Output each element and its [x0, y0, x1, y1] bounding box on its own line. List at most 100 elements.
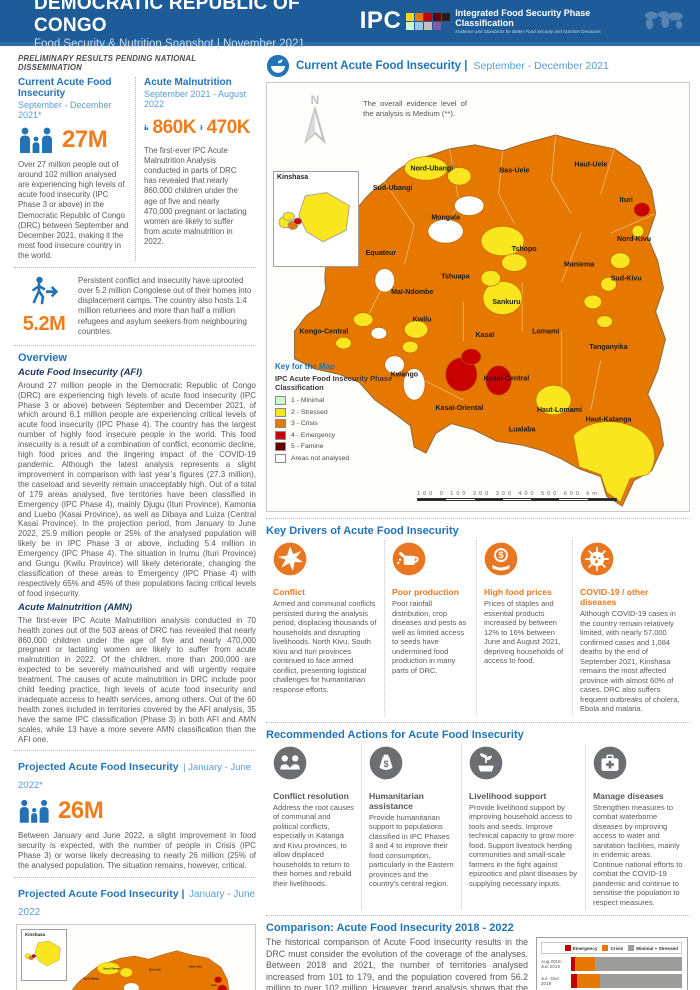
legend-subtitle: IPC Acute Food Insecurity Phase Classifi… [275, 374, 393, 392]
map-legend: Key for the Map IPC Acute Food Insecurit… [275, 362, 405, 465]
livelihood-support-icon [469, 746, 503, 780]
current-afi-stat: Current Acute Food Insecurity September … [14, 77, 135, 261]
province-label: Lualaba [509, 426, 536, 433]
world-map-icon [645, 11, 684, 30]
ipc-afi-badge-icon [266, 54, 290, 78]
displaced-description: Persistent conflict and insecurity have … [78, 276, 252, 336]
bar-segment-crisis [575, 957, 596, 971]
province-label: Haut-Katanga [586, 417, 632, 424]
acute-malnutrition-stat: Acute Malnutrition September 2021 - Augu… [135, 77, 256, 262]
evidence-note: The overall evidence level of the analys… [363, 99, 467, 118]
province-label: Nord-Ubangi [411, 165, 454, 172]
chart-category-label: Jul - Dec 2019 [541, 975, 560, 986]
phase3-swatch [275, 419, 286, 428]
chart-legend-item: Minimal + Stressed [628, 945, 678, 952]
comparison-text: The historical comparison of Acute Food … [266, 937, 528, 990]
province-label: Tanganyika [589, 344, 627, 351]
comparison-paragraph-1: The historical comparison of Acute Food … [266, 937, 528, 990]
bar-segment-emergency [571, 957, 576, 971]
compass-icon: N [295, 93, 335, 152]
displacement-stat: 5.2M Persistent conflict and insecurity … [14, 274, 256, 339]
page-title: DEMOCRATIC REPUBLIC OF CONGO [34, 0, 300, 36]
preliminary-note: PRELIMINARY RESULTS PENDING NATIONAL DIS… [18, 54, 197, 72]
driver-high-food-prices: $ High food prices Prices of staples and… [476, 540, 572, 716]
header: DEMOCRATIC REPUBLIC OF CONGO Food Securi… [0, 0, 700, 50]
province-label: Kasaï-Oriental [435, 405, 483, 412]
province-label: Sankuru [492, 299, 520, 306]
covid-icon [580, 542, 614, 576]
province-label: Sud-Kivu [611, 275, 642, 282]
kinshasa-inset: Kinshasa [21, 929, 67, 982]
conflict-resolution-icon [273, 746, 307, 780]
displaced-value: 5.2M [22, 313, 66, 336]
humanitarian-assistance-icon: $ [369, 746, 403, 780]
current-map-heading: Current Acute Food Insecurity | Septembe… [266, 54, 690, 78]
driver-covid: COVID-19 / other diseases Although COVID… [572, 540, 690, 716]
recommended-actions: Conflict resolution Address the root cau… [266, 743, 690, 910]
right-column: Current Acute Food Insecurity | Septembe… [266, 50, 690, 990]
province-label: Ituri [620, 197, 633, 204]
svg-text:$: $ [498, 550, 503, 560]
province-label: Nord-Kivu [617, 236, 651, 243]
chart-legend-item: Crisis [602, 945, 623, 952]
chart-bar-row: Jul - Dec 2019 [541, 974, 682, 988]
province-label: Nord-Ubangi [103, 966, 120, 970]
afi-section-title: Acute Food Insecurity (AFI) [18, 366, 143, 378]
province-label: Kwango [391, 371, 419, 378]
province-label: Kwilu [413, 317, 432, 324]
scale-bar: 100 0 100 200 300 400 500 600 km [417, 491, 617, 501]
displaced-person-icon [32, 276, 59, 305]
legend-item: 3 - Crisis [275, 419, 405, 428]
ipc-logo-text: Integrated Food Security Phase Classific… [455, 8, 636, 34]
province-label: Bas-Uele [149, 968, 161, 972]
province-label: Kasaï-Central [484, 375, 529, 382]
bar-segment-crisis [576, 974, 600, 988]
afi-overview-text: Around 27 million people in the Democrat… [18, 380, 256, 598]
legend-item: 1 - Minimal [275, 396, 405, 405]
province-label: Haut-Lomami [537, 407, 582, 414]
phase1-swatch [275, 396, 286, 405]
phase4-swatch [275, 430, 286, 440]
key-drivers: Conflict Armed and communal conflicts pe… [266, 540, 690, 716]
driver-poor-production: Poor production Poor rainfall distributi… [384, 540, 476, 716]
province-label: Kasaï [475, 332, 495, 339]
legend-item: Areas not analysed [275, 453, 405, 463]
action-livelihood-support: Livelihood support Provide livelihood su… [461, 743, 585, 910]
chart-category-label: Aug 2018 - Jun 2019 [541, 958, 564, 970]
legend-title: Key for the Map [275, 362, 336, 371]
province-label: Kongo-Central [299, 328, 348, 335]
comparison-section: The historical comparison of Acute Food … [266, 937, 690, 990]
svg-text:$: $ [383, 759, 388, 769]
legend-item: 2 - Stressed [275, 407, 405, 417]
province-label: Bas-Uele [499, 167, 529, 174]
amn-women-value: 470K [206, 116, 251, 138]
ipc-logo-abbr: IPC [359, 7, 402, 34]
ipc-logo: IPC Integrated Food Security Phase Class… [360, 7, 686, 35]
province-label: Tshopo [512, 246, 538, 253]
family-icon [19, 800, 49, 824]
drc-map-projected: Nord-UbangiSud-UbangiMongalaEquateurTshu… [71, 950, 230, 990]
bar-segment-emergency [571, 974, 577, 988]
headline-stats: Current Acute Food Insecurity September … [14, 77, 256, 262]
current-afi-heading: Current Acute Food Insecurity [18, 77, 112, 99]
legend-item: 5 - Famine [275, 442, 405, 451]
legend-item: 4 - Emergency [275, 430, 405, 440]
projected-description: Between January and June 2022, a slight … [18, 831, 256, 871]
family-icon [20, 127, 52, 153]
province-label: Maï-Ndombe [391, 289, 433, 296]
mother-child-icon [144, 125, 149, 131]
key-drivers-heading: Key Drivers of Acute Food Insecurity [266, 525, 459, 537]
phase2-swatch [275, 407, 286, 417]
header-titles: DEMOCRATIC REPUBLIC OF CONGO Food Securi… [34, 0, 360, 50]
high-food-prices-icon: $ [484, 542, 518, 576]
amn-description: The first-ever IPC Acute Malnutrition An… [144, 146, 247, 246]
amn-period: September 2021 - August 2022 [144, 89, 247, 109]
province-label: Haut-Uele [189, 964, 202, 968]
projected-map-heading: Projected Acute Food Insecurity | Januar… [18, 888, 256, 919]
amn-overview-text: The first-ever IPC Acute Malnutrition an… [18, 615, 256, 744]
page-subtitle: Food Security & Nutrition Snapshot | Nov… [34, 37, 305, 50]
projected-afi-map: Nord-UbangiSud-UbangiMongalaEquateurTshu… [16, 924, 256, 990]
kinshasa-inset-map [278, 192, 350, 243]
